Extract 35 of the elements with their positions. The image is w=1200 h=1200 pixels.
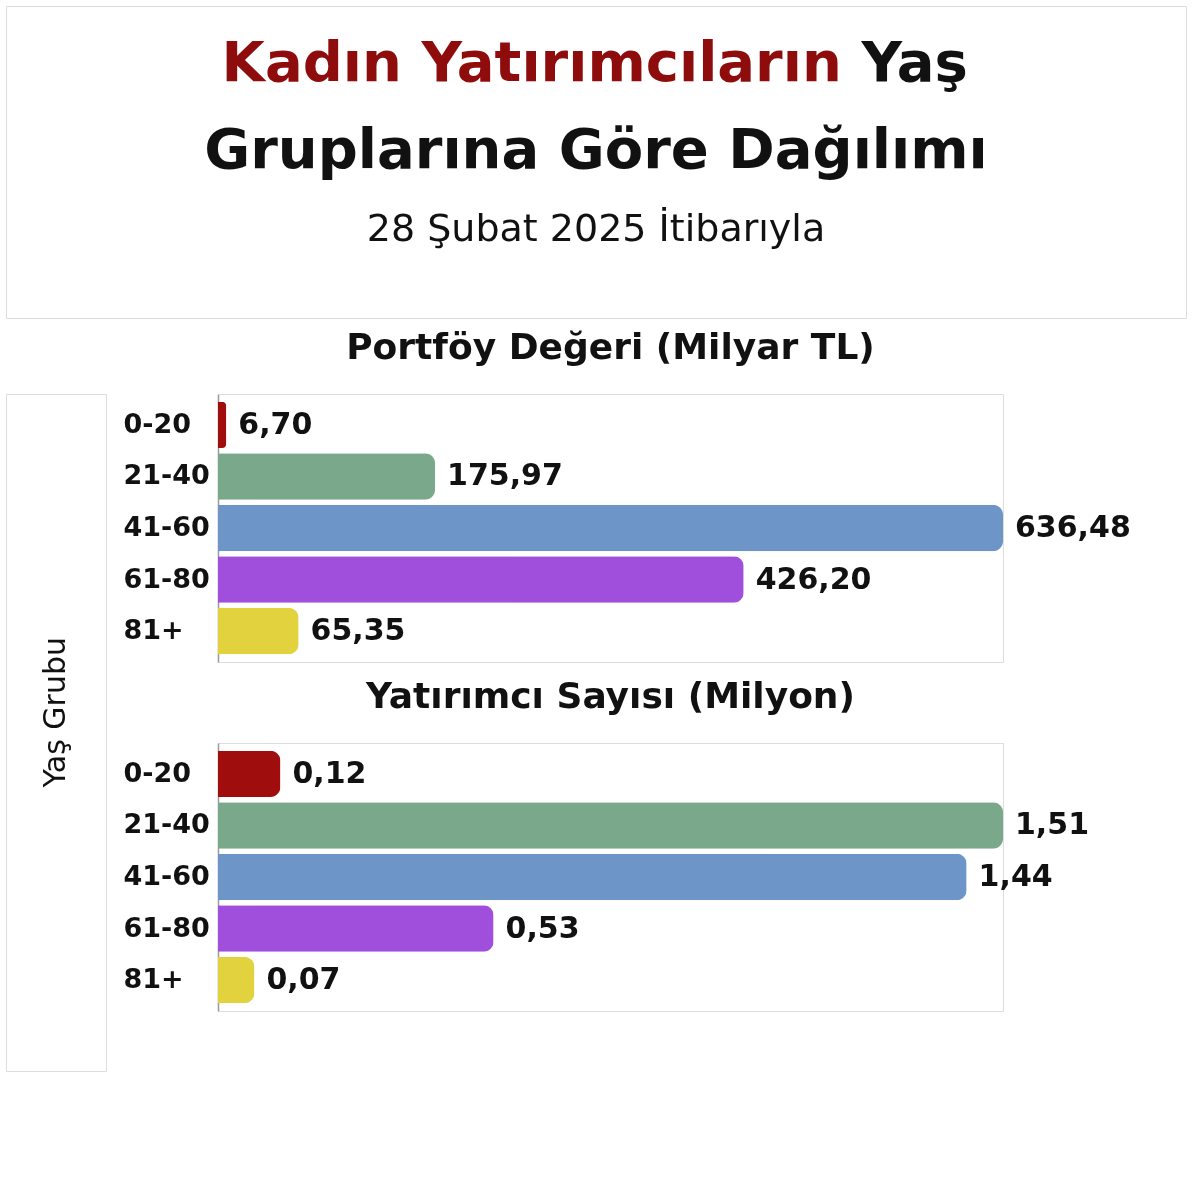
data-label: 0,12 <box>292 754 367 790</box>
data-label: 636,48 <box>1015 509 1131 544</box>
data-label: 1,51 <box>1015 806 1090 842</box>
data-label: 1,44 <box>978 858 1053 893</box>
bar <box>218 453 436 500</box>
y-tick-label: 61-80 <box>123 562 210 594</box>
y-tick-label: 61-80 <box>123 911 210 943</box>
y-tick-label: 0-20 <box>123 407 192 439</box>
y-tick-label: 81+ <box>123 614 184 646</box>
y-tick-label: 41-60 <box>123 860 210 891</box>
bar <box>218 853 967 901</box>
bar <box>218 905 494 952</box>
bar <box>218 956 255 1004</box>
text: Kadın Yatırımcıların Yaş Gruplarına Göre Dağılımı <box>204 29 988 181</box>
chart-title: Portföy Değeri (Milyar TL) <box>346 326 875 367</box>
chart-title: Yatırımcı Sayısı (Milyon) <box>365 675 855 716</box>
bar <box>218 607 299 655</box>
text: 28 Şubat 2025 İtibarıyla <box>366 206 826 250</box>
y-axis-title: Yaş Grubu <box>37 636 72 789</box>
data-label: 426,20 <box>755 560 872 596</box>
data-label: 175,97 <box>447 457 563 493</box>
y-tick-label: 81+ <box>123 963 184 995</box>
bar <box>218 802 1003 849</box>
y-tick-label: 21-40 <box>123 808 210 840</box>
bar <box>218 750 281 798</box>
data-label: 0,53 <box>505 909 580 945</box>
y-tick-label: 0-20 <box>123 756 192 788</box>
data-label: 65,35 <box>310 612 406 648</box>
data-label: 6,70 <box>238 405 313 441</box>
y-tick-label: 21-40 <box>123 459 210 491</box>
bar <box>218 504 1003 552</box>
data-label: 0,07 <box>266 961 341 997</box>
bar <box>218 401 227 449</box>
bar <box>218 556 744 603</box>
y-tick-label: 41-60 <box>123 511 210 542</box>
